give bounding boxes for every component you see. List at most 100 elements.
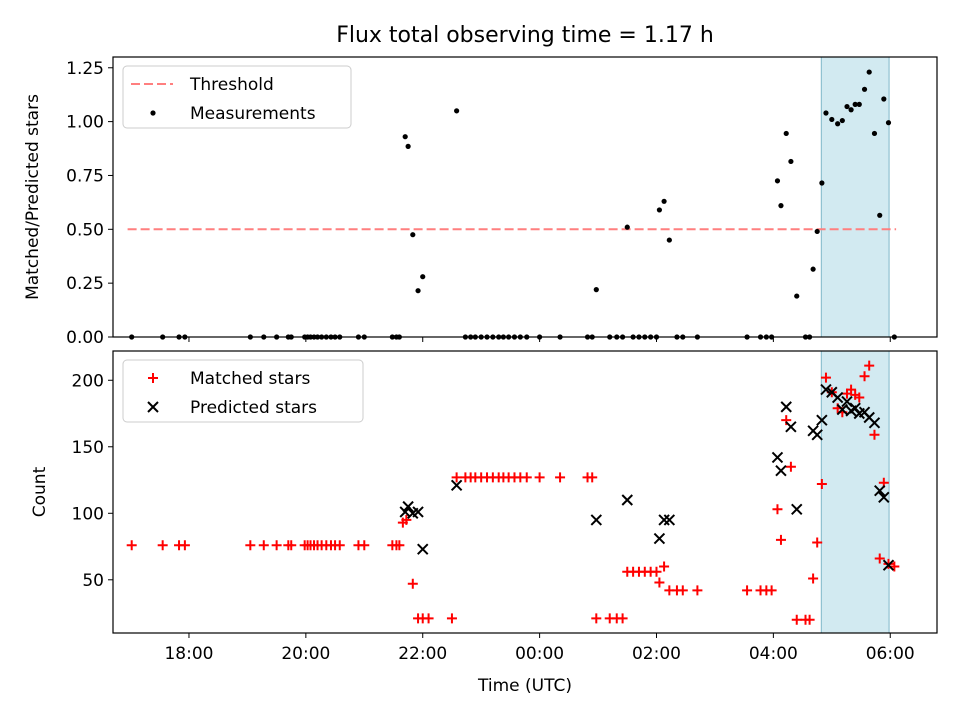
panel0-series-1-point-25 <box>405 143 411 149</box>
panel1-series-0-point-57 <box>651 566 662 577</box>
panel1-series-1-point-31 <box>878 491 890 504</box>
panel1-series-0-point-45 <box>555 472 566 483</box>
top-panel-ratio: 0.00 0.25 0.50 0.75 1.00 1.25 Matched/Predicte… <box>23 56 938 348</box>
panel1-legend-label-0: Matched stars <box>190 369 310 389</box>
panel0-series-1-point-80 <box>844 103 850 110</box>
panel1-x-tick-label-2: 22:00 <box>398 644 447 664</box>
panel0-series-1-point-46 <box>593 287 599 293</box>
panel0-series-1-point-89 <box>885 120 892 126</box>
panel1-series-0-point-48 <box>591 613 602 624</box>
panel1-series-0-point-87 <box>864 360 875 371</box>
chart-title: Flux total observing time = 1.17 h <box>336 23 714 48</box>
panel1-series-0-point-75 <box>808 573 819 584</box>
panel0-series-1-point-88 <box>881 96 887 102</box>
panel1-series-0-point-59 <box>659 561 670 572</box>
panel0-series-1-point-28 <box>420 274 426 280</box>
panel0-y-axis-label: Matched/Predicted stars <box>23 94 43 300</box>
panel1-series-0-point-86 <box>859 371 870 382</box>
panel1-series-0-point-18 <box>334 540 345 551</box>
panel1-series-0-point-64 <box>742 585 753 596</box>
panel1-series-0-point-58 <box>654 577 665 588</box>
panel0-series-1-point-27 <box>415 288 421 294</box>
panel1-y-tick-label-3: 200 <box>72 371 104 391</box>
panel0-series-1-point-81 <box>848 107 854 113</box>
panel1-legend-box <box>122 359 364 423</box>
panel1-series-0-point-88 <box>869 429 880 440</box>
panel1-x-axis-label: Time (UTC) <box>477 676 572 696</box>
panel0-series-1-point-82 <box>852 101 858 107</box>
panel1-series-0-point-71 <box>785 461 796 472</box>
panel1-series-1-point-4 <box>417 543 429 555</box>
panel1-series-0-point-0 <box>126 540 137 551</box>
panel0-series-1-point-79 <box>839 117 845 124</box>
panel0-series-1-point-76 <box>823 110 829 116</box>
panel1-series-1-point-22 <box>836 403 849 416</box>
panel0-series-1-point-73 <box>810 266 816 272</box>
panel1-series-0-point-78 <box>820 372 831 383</box>
panel1-series-0-point-29 <box>423 613 434 624</box>
panel1-x-tick-label-5: 04:00 <box>749 644 798 664</box>
bottom-panel-counts: 18:00 20:00 22:00 00:00 02:00 04:00 06:00 50 100… <box>30 350 938 696</box>
panel1-series-0-point-43 <box>521 472 532 483</box>
panel0-series-1-point-86 <box>871 130 878 137</box>
panel1-y-tick-label-1: 100 <box>72 504 104 524</box>
panel0-series-1-point-67 <box>778 203 784 209</box>
panel1-series-1-point-12 <box>775 465 787 477</box>
panel0-series-1-point-75 <box>819 180 825 186</box>
panel0-series-1-point-68 <box>783 130 789 137</box>
panel0-series-1-point-29 <box>454 108 460 114</box>
panel1-series-1-point-1 <box>402 500 414 513</box>
panel1-series-1-point-3 <box>412 506 424 518</box>
panel1-x-tick-label-3: 00:00 <box>515 644 564 664</box>
panel0-series-1-point-58 <box>666 237 672 243</box>
panel1-x-tick-label-0: 18:00 <box>164 644 213 664</box>
panel0-series-1-point-77 <box>829 116 835 123</box>
panel0-series-1-point-78 <box>835 121 841 127</box>
panel1-series-0-point-25 <box>401 514 412 525</box>
panel1-series-1-point-17 <box>811 429 823 441</box>
panel1-series-0-point-62 <box>677 585 688 596</box>
panel1-y-tick-label-2: 150 <box>72 438 104 458</box>
panel1-legend-label-1: Predicted stars <box>190 398 317 418</box>
panel1-series-0-point-89 <box>874 553 885 564</box>
panel0-y-tick-label-5: 1.25 <box>66 59 104 79</box>
panel1-series-0-point-47 <box>587 472 598 483</box>
panel1-x-tick-label-6: 06:00 <box>866 644 915 664</box>
panel1-series-1-point-32 <box>882 559 895 571</box>
panel1-series-1-point-18 <box>816 414 828 426</box>
panel0-series-1-point-87 <box>877 212 883 218</box>
panel1-y-axis-label: Count <box>30 466 50 517</box>
panel0-series-1-point-66 <box>774 178 781 184</box>
panel1-series-0-point-68 <box>772 504 783 515</box>
panel1-series-1-point-13 <box>780 401 792 413</box>
panel0-series-1-point-24 <box>402 134 408 140</box>
panel1-series-0-point-4 <box>245 540 256 551</box>
panel1-series-1-point-21 <box>831 391 844 404</box>
panel0-y-tick-label-3: 0.75 <box>66 166 104 186</box>
panel0-legend-label-1: Measurements <box>190 104 316 124</box>
panel1-series-0-point-1 <box>157 540 168 551</box>
panel0-y-tick-label-2: 0.50 <box>66 220 104 240</box>
panel1-series-1-point-6 <box>590 514 603 526</box>
panel0-series-1-point-83 <box>856 101 862 107</box>
panel1-series-1-point-5 <box>450 479 463 492</box>
panel0-series-1-point-69 <box>788 158 794 165</box>
panel1-legend-handle-1 <box>147 401 159 413</box>
panel1-series-1-point-8 <box>653 532 666 545</box>
panel0-series-1-point-26 <box>410 232 416 238</box>
panel0-legend-label-0: Threshold <box>189 75 274 95</box>
panel1-series-0-point-26 <box>407 578 418 589</box>
panel1-series-0-point-74 <box>804 614 815 625</box>
panel0-legend-box <box>122 65 352 129</box>
panel1-series-0-point-72 <box>791 614 802 625</box>
panel0-observing-window-shade <box>820 56 890 338</box>
panel0-y-tick-label-4: 1.00 <box>66 113 104 133</box>
panel0-series-1-point-56 <box>656 207 663 213</box>
panel0-series-1-point-74 <box>814 228 820 235</box>
panel1-axes-frame <box>112 350 938 634</box>
panel0-series-1-point-70 <box>794 293 800 299</box>
panel1-series-0-point-44 <box>534 472 545 483</box>
panel0-series-1-point-50 <box>624 224 630 230</box>
panel1-series-1-point-15 <box>791 503 803 515</box>
panel1-series-0-point-20 <box>359 540 370 551</box>
